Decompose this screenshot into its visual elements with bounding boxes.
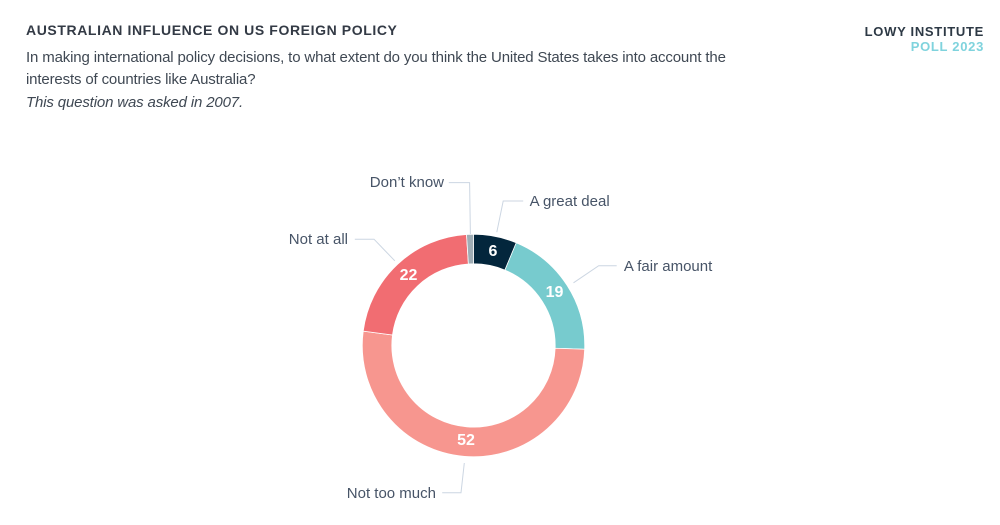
svg-text:19: 19 [546, 284, 564, 301]
svg-text:52: 52 [457, 432, 475, 449]
svg-text:22: 22 [400, 267, 418, 284]
svg-text:6: 6 [489, 243, 498, 260]
